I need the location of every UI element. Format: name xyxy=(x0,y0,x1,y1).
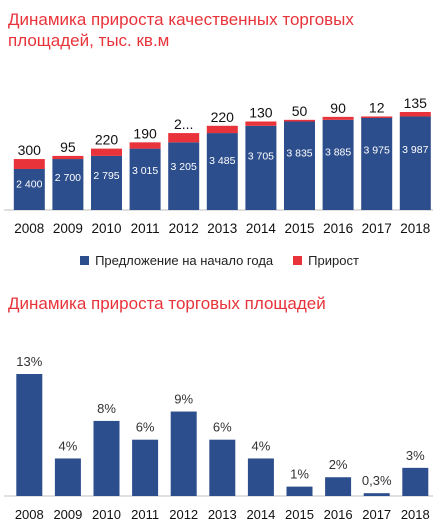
growth-percent-label: 4% xyxy=(252,438,271,453)
growth-percent-label: 1% xyxy=(290,467,309,482)
supply-bar xyxy=(52,159,84,210)
growth-bar xyxy=(361,116,393,118)
growth-bar xyxy=(129,142,161,149)
chart2-x-tick-label: 2013 xyxy=(208,507,237,522)
supply-bar xyxy=(361,116,393,210)
growth-value-label: 50 xyxy=(292,103,308,119)
supply-value-label: 3 205 xyxy=(171,161,197,173)
growth-value-label: 190 xyxy=(133,125,157,141)
supply-bar xyxy=(284,121,315,210)
supply-value-label: 3 485 xyxy=(209,155,235,167)
legend-item-supply: Предложение на начало года xyxy=(80,253,273,268)
growth-bar xyxy=(13,159,45,169)
supply-value-label: 3 975 xyxy=(364,144,390,156)
growth-percent-bar xyxy=(132,439,159,496)
growth-bar xyxy=(322,116,354,120)
chart2-x-tick-label: 2009 xyxy=(53,507,82,522)
growth-bar xyxy=(399,112,431,117)
legend-label-growth: Прирост xyxy=(308,253,359,268)
supply-bar xyxy=(91,155,122,210)
legend-swatch-growth xyxy=(293,256,303,265)
chart1-title: Динамика прироста качественных торговых … xyxy=(8,10,354,50)
growth-percent-label: 0,3% xyxy=(362,473,392,488)
growth-value-label: 2... xyxy=(174,116,193,132)
chart1-x-tick-label: 2011 xyxy=(131,221,160,236)
growth-percent-label: 9% xyxy=(174,392,193,407)
growth-value-label: 12 xyxy=(369,99,385,115)
growth-value-label: 95 xyxy=(60,139,76,155)
chart2-x-tick-label: 2008 xyxy=(15,507,44,522)
chart2-x-tick-label: 2011 xyxy=(131,507,159,522)
chart1-x-tick-label: 2010 xyxy=(91,221,121,236)
chart1-x-tick-label: 2017 xyxy=(362,221,392,236)
chart2-title: Динамика прироста торговых площадей xyxy=(8,294,326,313)
growth-percent-bar xyxy=(402,467,429,496)
supply-bar xyxy=(245,125,277,210)
growth-bar xyxy=(245,121,277,126)
supply-value-label: 3 835 xyxy=(286,147,312,159)
growth-value-label: 90 xyxy=(330,100,346,116)
growth-percent-label: 3% xyxy=(406,448,425,463)
growth-percent-bar xyxy=(325,477,352,496)
supply-bar xyxy=(129,148,161,210)
chart2-x-tick-label: 2015 xyxy=(285,507,314,522)
growth-value-label: 220 xyxy=(95,132,119,148)
chart1-x-tick-label: 2015 xyxy=(284,221,314,236)
growth-percent-bar xyxy=(363,493,390,496)
supply-bar xyxy=(13,168,45,210)
growth-bar xyxy=(91,148,122,156)
growth-percent-bar xyxy=(16,374,43,496)
chart1-x-tick-label: 2014 xyxy=(246,221,277,236)
supply-value-label: 3 987 xyxy=(402,144,428,156)
chart2-x-tick-label: 2014 xyxy=(246,507,275,522)
legend-swatch-supply xyxy=(80,256,90,265)
supply-value-label: 2 795 xyxy=(93,170,119,182)
growth-percent-label: 2% xyxy=(329,457,348,472)
growth-percent-label: 6% xyxy=(213,420,232,435)
growth-percent-bar xyxy=(286,486,313,496)
chart1-x-tick-label: 2018 xyxy=(400,221,430,236)
growth-percent-bar xyxy=(54,458,81,496)
legend-item-growth: Прирост xyxy=(293,253,359,268)
stacked-bar-chart: 2 400 300 2008 2 700 95 2009 2 795 220 2010 3 015… xyxy=(4,95,433,236)
growth-value-label: 220 xyxy=(211,109,235,125)
growth-value-label: 135 xyxy=(404,95,428,111)
chart1-x-tick-label: 2009 xyxy=(53,221,83,236)
chart1-legend: Предложение на начало года Прирост xyxy=(0,253,439,268)
growth-percent-bar xyxy=(170,411,197,496)
supply-value-label: 3 705 xyxy=(248,150,274,162)
growth-percent-label: 8% xyxy=(97,401,116,416)
chart1-x-tick-label: 2008 xyxy=(14,221,44,236)
legend-label-supply: Предложение на начало года xyxy=(95,253,274,268)
chart1-x-tick-label: 2016 xyxy=(323,221,353,236)
supply-bar xyxy=(399,116,431,210)
growth-percent-bar xyxy=(93,420,120,496)
supply-bar xyxy=(168,142,200,210)
growth-bar xyxy=(52,155,84,160)
chart1-x-tick-label: 2012 xyxy=(169,221,199,236)
chart1-x-tick-label: 2013 xyxy=(207,221,237,236)
growth-value-label: 300 xyxy=(18,142,42,158)
growth-percent-label: 6% xyxy=(136,420,155,435)
growth-value-label: 130 xyxy=(249,104,273,120)
growth-bar xyxy=(168,133,200,143)
supply-value-label: 3 885 xyxy=(325,146,351,158)
chart2-x-tick-label: 2016 xyxy=(324,507,353,522)
chart2-x-tick-label: 2017 xyxy=(362,507,391,522)
supply-value-label: 3 015 xyxy=(132,165,158,177)
growth-percent-label: 4% xyxy=(59,438,78,453)
chart2-x-tick-label: 2010 xyxy=(92,507,121,522)
supply-bar xyxy=(322,119,354,210)
supply-value-label: 2 400 xyxy=(16,178,42,190)
growth-bar xyxy=(206,125,238,134)
supply-value-label: 2 700 xyxy=(55,172,81,184)
growth-bar xyxy=(284,119,315,122)
growth-percent-bar xyxy=(247,458,274,496)
supply-bar xyxy=(206,133,238,210)
growth-percent-bar xyxy=(209,439,236,496)
chart2-x-tick-label: 2012 xyxy=(169,507,198,522)
growth-percent-label: 13% xyxy=(16,354,42,369)
chart2-x-tick-label: 2018 xyxy=(401,507,430,522)
